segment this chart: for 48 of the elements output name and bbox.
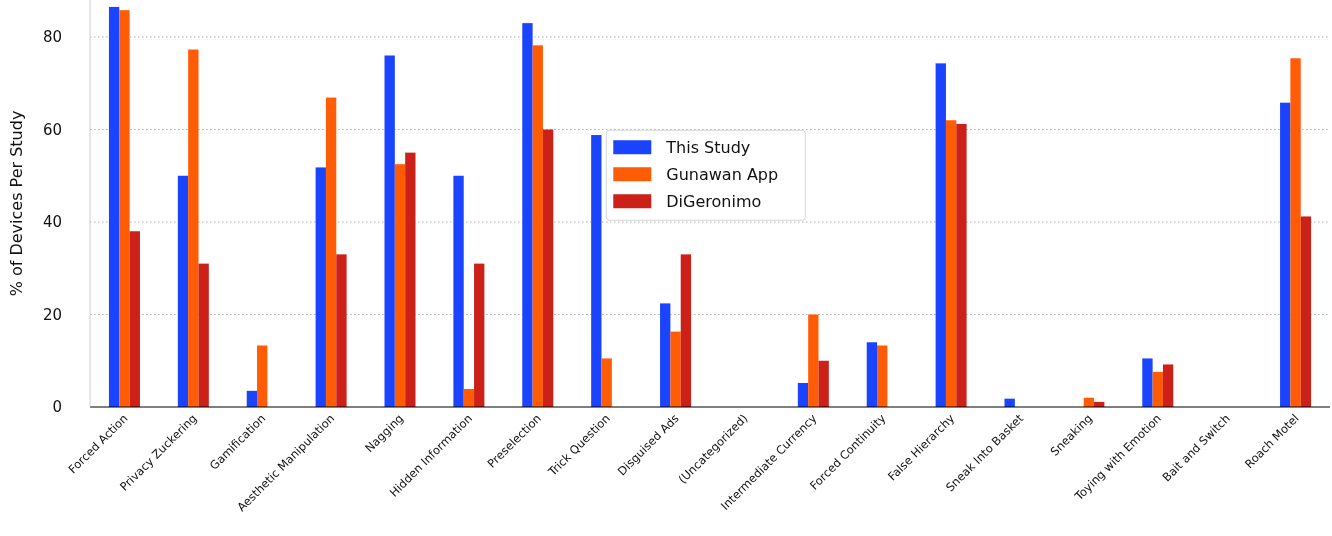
bar (797, 382, 809, 407)
bar (601, 358, 612, 407)
legend-label: Gunawan App (666, 164, 779, 184)
bar (532, 45, 543, 407)
bar (129, 231, 140, 407)
bar (336, 254, 347, 407)
bar (877, 345, 888, 407)
bar (808, 314, 819, 407)
bar (670, 331, 681, 407)
bar (945, 120, 957, 407)
bar (394, 164, 406, 407)
bar (660, 303, 671, 407)
bar (1280, 102, 1291, 407)
legend-label: This Study (665, 137, 751, 157)
y-tick-label: 0 (52, 398, 62, 417)
bar (1162, 364, 1174, 407)
bar (405, 152, 416, 407)
bar (1152, 371, 1163, 407)
bar (680, 254, 692, 407)
bar (177, 175, 189, 407)
bar (474, 263, 485, 407)
bar (935, 63, 946, 407)
bar (198, 263, 209, 407)
bar (463, 388, 475, 407)
bar (315, 167, 326, 407)
bar (1290, 58, 1301, 407)
bar (1142, 358, 1153, 407)
bar (522, 23, 533, 407)
bar (325, 97, 337, 407)
bar (453, 175, 464, 407)
y-tick-label: 80 (42, 28, 62, 47)
bar (257, 345, 268, 407)
bar (591, 135, 602, 407)
bar (1300, 216, 1312, 407)
bar (542, 129, 554, 407)
bar (866, 342, 878, 407)
y-tick-label: 20 (42, 305, 62, 324)
bar (108, 6, 120, 407)
bar (246, 390, 258, 407)
bar (818, 360, 829, 407)
y-axis-title: % of Devices Per Study (7, 110, 26, 297)
bar (119, 10, 130, 407)
bar (956, 123, 967, 407)
legend-label: DiGeronimo (666, 191, 762, 211)
bar (188, 49, 199, 407)
bar (384, 55, 395, 407)
y-tick-label: 40 (42, 213, 62, 232)
y-tick-label: 60 (42, 120, 62, 139)
